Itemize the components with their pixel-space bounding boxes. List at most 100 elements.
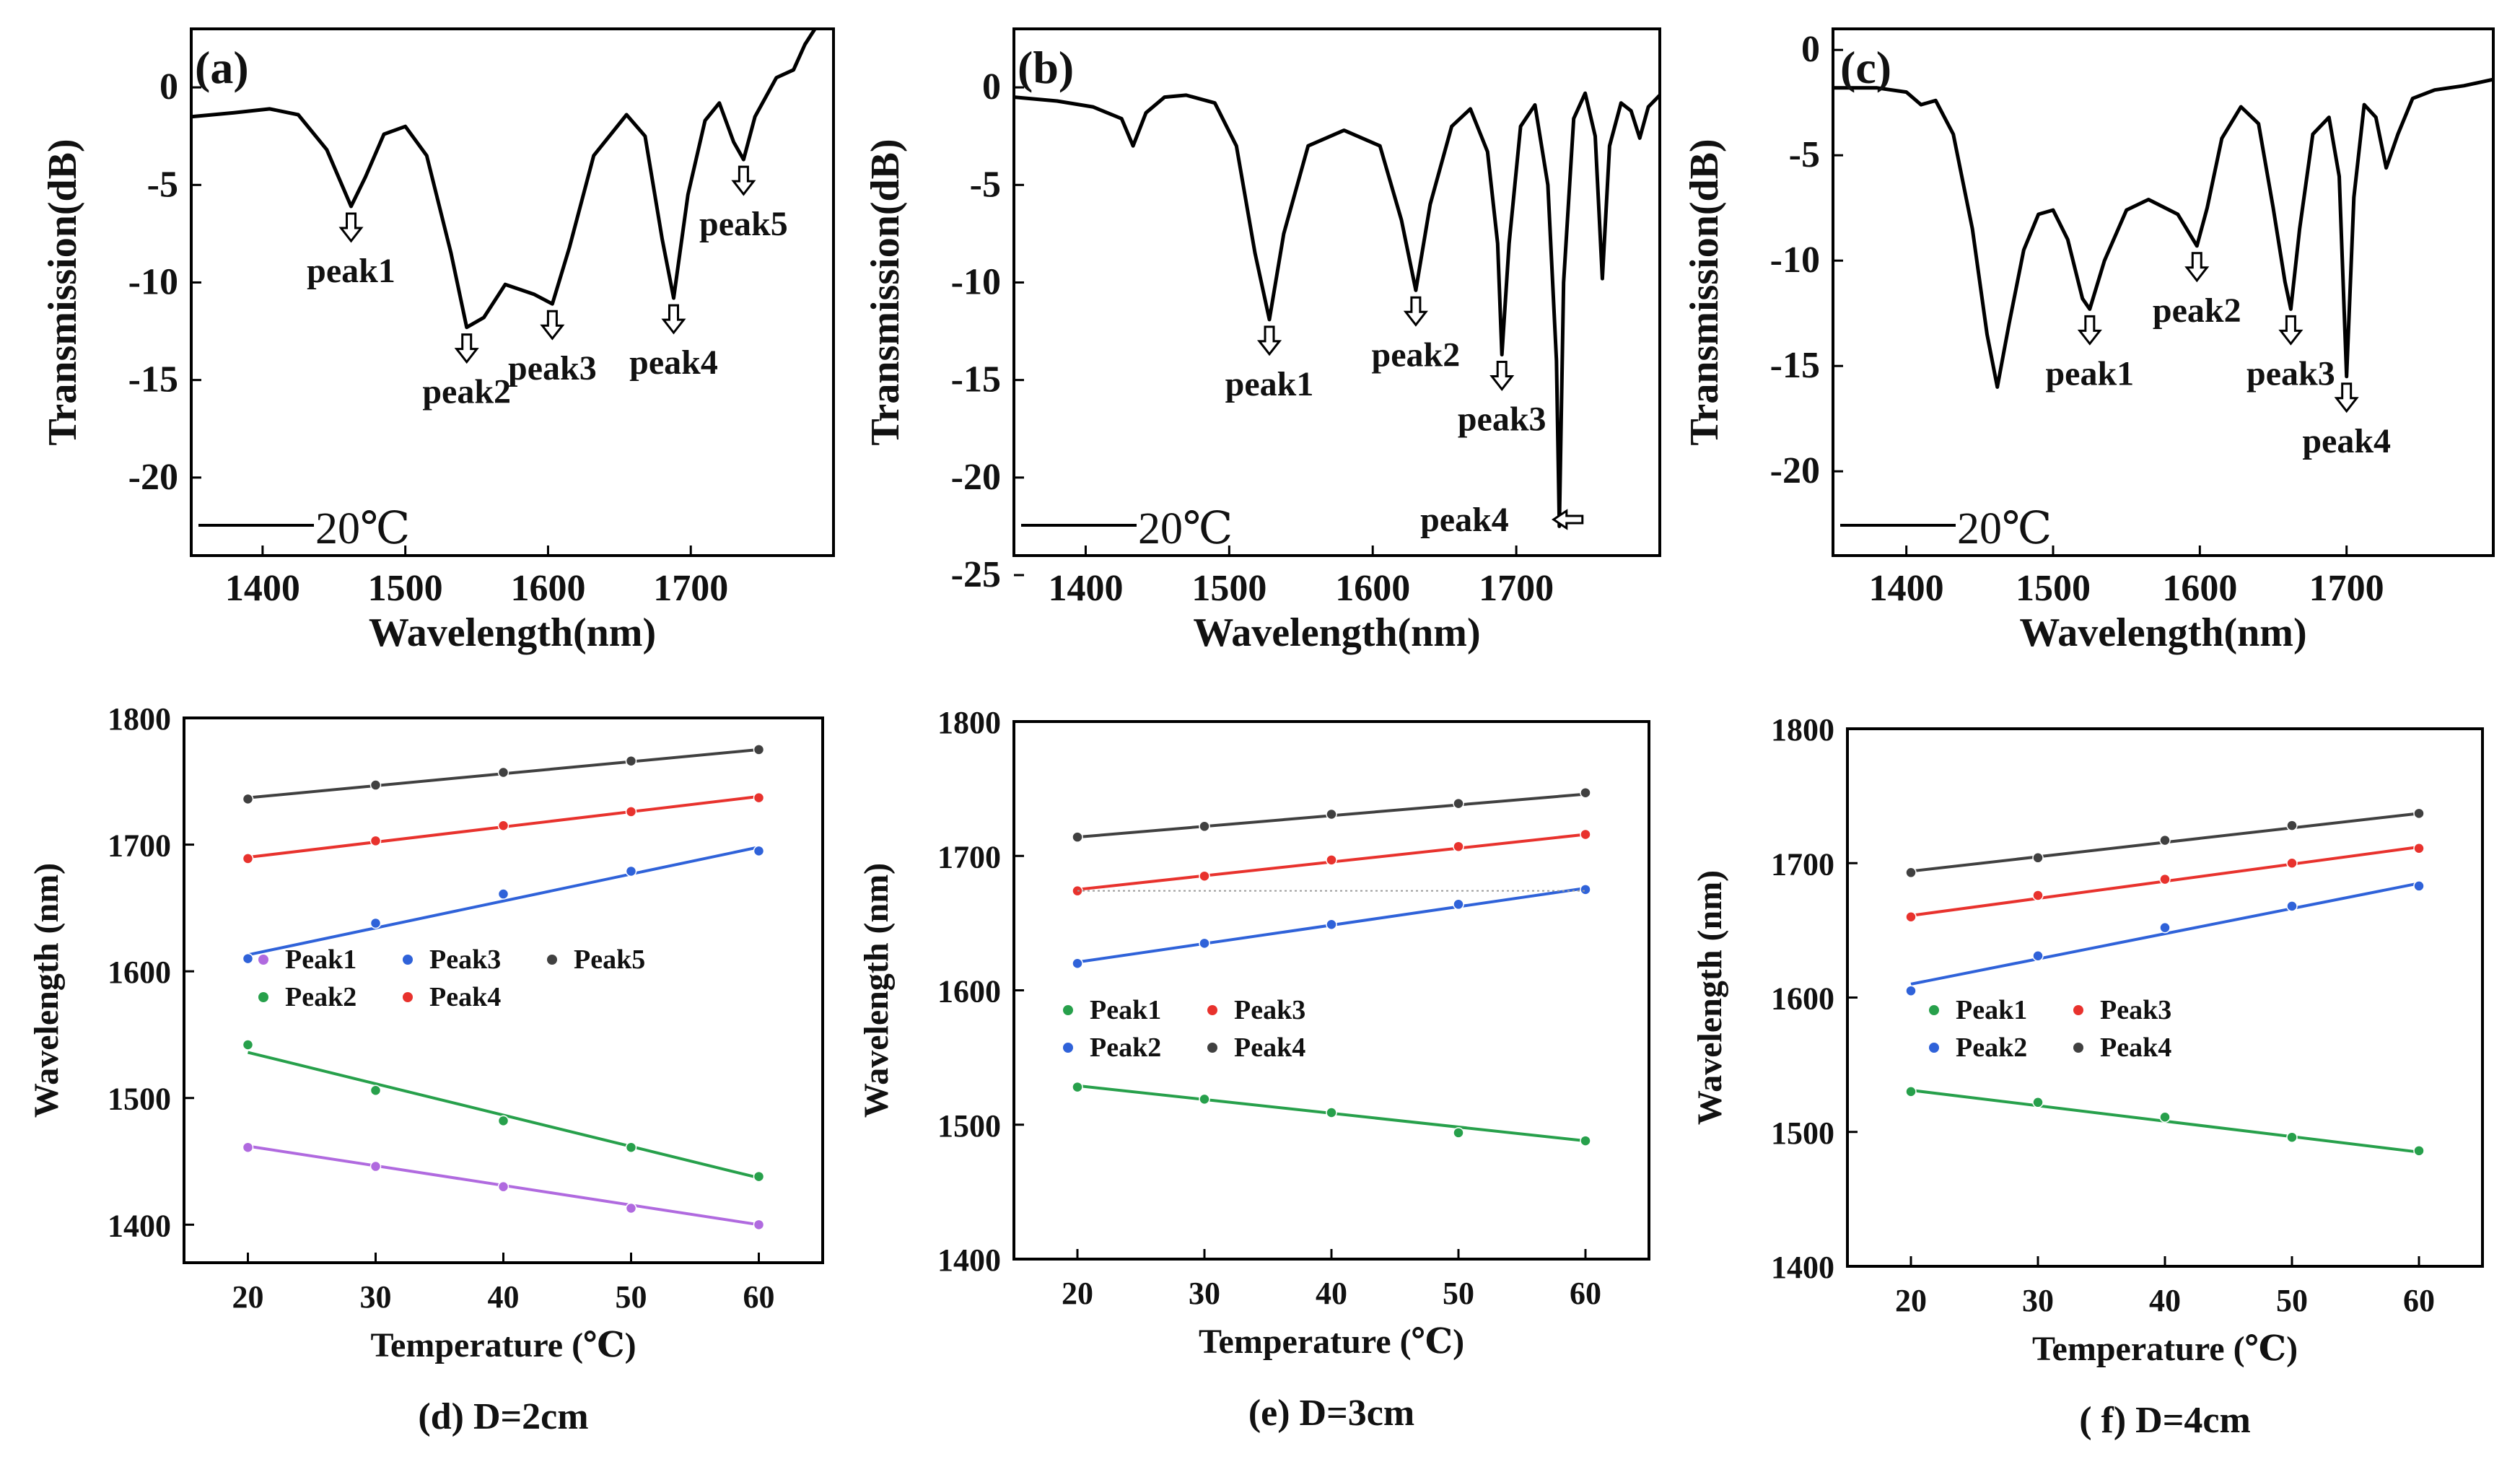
legend-label: Peak5 bbox=[574, 945, 645, 975]
y-tick-label: -20 bbox=[128, 457, 178, 498]
y-axis-title: Transmission(dB) bbox=[1682, 139, 1727, 445]
data-point-peak4 bbox=[2159, 834, 2171, 846]
data-point-peak1 bbox=[2159, 1111, 2171, 1123]
peak-arrow-icon bbox=[2334, 382, 2359, 413]
x-tick-label: 40 bbox=[1316, 1276, 1347, 1311]
x-tick-label: 1600 bbox=[1335, 568, 1410, 609]
panel-a: 1400 1500 1600 1700 0 -5 -10 -15 -20 (a) 20℃ Wavele… bbox=[40, 27, 835, 655]
y-tick-label: -15 bbox=[951, 359, 1001, 400]
legend-label: Peak2 bbox=[285, 982, 356, 1012]
data-point-peak1 bbox=[753, 1219, 765, 1231]
x-tick-label: 1400 bbox=[1048, 568, 1123, 609]
data-point-peak5 bbox=[625, 755, 637, 767]
y-tick-label: 1600 bbox=[937, 974, 1001, 1009]
plot-frame bbox=[1012, 720, 1650, 1261]
legend-label: Peak1 bbox=[285, 945, 356, 975]
x-tick-label: 1700 bbox=[653, 568, 728, 609]
peak-arrow-icon bbox=[731, 165, 756, 196]
panel-label: (a) bbox=[195, 42, 249, 93]
legend-marker bbox=[1207, 1005, 1217, 1015]
peak-label: peak4 bbox=[1420, 501, 1509, 539]
x-tick-label: 1500 bbox=[368, 568, 443, 609]
y-tick-label: -15 bbox=[1770, 345, 1820, 386]
peak-label: peak4 bbox=[2302, 422, 2391, 460]
x-tick-label: 1400 bbox=[1869, 568, 1944, 609]
panel-caption: ( f) D=4cm bbox=[2079, 1400, 2251, 1441]
data-point-peak4 bbox=[1199, 820, 1210, 833]
data-point-peak4 bbox=[2413, 807, 2425, 820]
panel-c: 1400 1500 1600 1700 0 -5 -10 -15 -20 (c) 20℃ Wavele… bbox=[1682, 27, 2495, 655]
x-tick-label: 1600 bbox=[510, 568, 585, 609]
data-point-peak4 bbox=[625, 806, 637, 818]
legend-label: Peak3 bbox=[1234, 995, 1305, 1025]
data-point-peak5 bbox=[753, 744, 765, 755]
data-point-peak2 bbox=[1905, 985, 1917, 996]
peak-arrow-icon bbox=[338, 212, 364, 243]
legend-label: Peak1 bbox=[1956, 995, 2027, 1025]
data-point-peak1 bbox=[1199, 1093, 1210, 1105]
data-point-peak1 bbox=[2032, 1097, 2044, 1108]
y-tick-label: 1600 bbox=[1771, 981, 1834, 1017]
peak-arrow-icon bbox=[1489, 361, 1515, 391]
data-point-peak3 bbox=[242, 952, 254, 965]
x-axis-title: Wavelength(nm) bbox=[1193, 610, 1480, 655]
legend-marker bbox=[403, 955, 413, 965]
peak-arrow-icon bbox=[540, 310, 565, 341]
legend-label: Peak4 bbox=[2100, 1033, 2171, 1063]
legend-marker bbox=[1929, 1005, 1939, 1015]
y-tick-label: 1400 bbox=[937, 1242, 1001, 1278]
plot-frame bbox=[1012, 27, 1661, 557]
data-point-peak1 bbox=[625, 1202, 637, 1214]
legend-label: Peak2 bbox=[1090, 1033, 1161, 1063]
legend-marker bbox=[1063, 1005, 1073, 1015]
legend-marker bbox=[403, 992, 413, 1002]
panel-caption: (e) D=3cm bbox=[1248, 1393, 1414, 1434]
legend-marker bbox=[1207, 1043, 1217, 1053]
y-tick-label: 1500 bbox=[937, 1108, 1001, 1144]
legend-label: 20℃ bbox=[1957, 504, 2052, 553]
peak-arrow-icon bbox=[661, 304, 686, 335]
transmission-curve bbox=[1014, 91, 1660, 528]
legend-label: Peak2 bbox=[1956, 1033, 2027, 1063]
x-tick-label: 20 bbox=[232, 1279, 264, 1315]
x-tick-label: 30 bbox=[1189, 1276, 1220, 1311]
x-tick-label: 60 bbox=[1570, 1276, 1601, 1311]
y-tick-label: 1700 bbox=[1771, 846, 1834, 882]
x-tick-label: 1700 bbox=[2309, 568, 2384, 609]
plot-frame bbox=[190, 27, 835, 557]
data-point-peak1 bbox=[1453, 1127, 1464, 1139]
y-axis-title: Wavelength (nm) bbox=[857, 863, 896, 1118]
x-tick-label: 60 bbox=[2403, 1283, 2435, 1318]
y-axis-title: Transmission(dB) bbox=[863, 139, 908, 445]
peak-label: peak2 bbox=[422, 373, 511, 411]
data-point-peak4 bbox=[369, 835, 382, 847]
y-tick-label: -5 bbox=[1789, 134, 1820, 175]
peak-arrow-icon bbox=[2278, 315, 2304, 346]
data-point-peak3 bbox=[1453, 841, 1464, 852]
transmission-curve bbox=[1833, 77, 2493, 389]
x-tick-label: 50 bbox=[1443, 1276, 1474, 1311]
data-point-peak3 bbox=[2032, 890, 2044, 901]
x-tick-label: 1400 bbox=[225, 568, 300, 609]
x-tick-label: 1600 bbox=[2162, 568, 2237, 609]
data-point-peak1 bbox=[1072, 1081, 1083, 1093]
peak-label: peak1 bbox=[2045, 354, 2134, 393]
y-tick-label: -20 bbox=[951, 457, 1001, 498]
fit-line-peak2 bbox=[1910, 882, 2420, 986]
panel-label: (b) bbox=[1018, 42, 1074, 93]
panel-label: (c) bbox=[1840, 42, 1891, 93]
data-point-peak1 bbox=[1905, 1086, 1917, 1097]
x-tick-label: 40 bbox=[488, 1279, 520, 1315]
data-point-peak2 bbox=[1199, 937, 1210, 950]
data-point-peak2 bbox=[497, 1115, 509, 1127]
data-point-peak5 bbox=[497, 766, 509, 779]
data-point-peak5 bbox=[369, 779, 382, 791]
x-tick-label: 1500 bbox=[1191, 568, 1266, 609]
y-tick-label: 0 bbox=[982, 66, 1001, 108]
y-tick-label: -15 bbox=[128, 359, 178, 400]
data-point-peak2 bbox=[242, 1039, 254, 1051]
data-point-peak3 bbox=[625, 865, 637, 877]
legend-marker bbox=[258, 955, 268, 965]
y-tick-label: 0 bbox=[1801, 29, 1820, 70]
y-tick-label: 1500 bbox=[1771, 1116, 1834, 1151]
